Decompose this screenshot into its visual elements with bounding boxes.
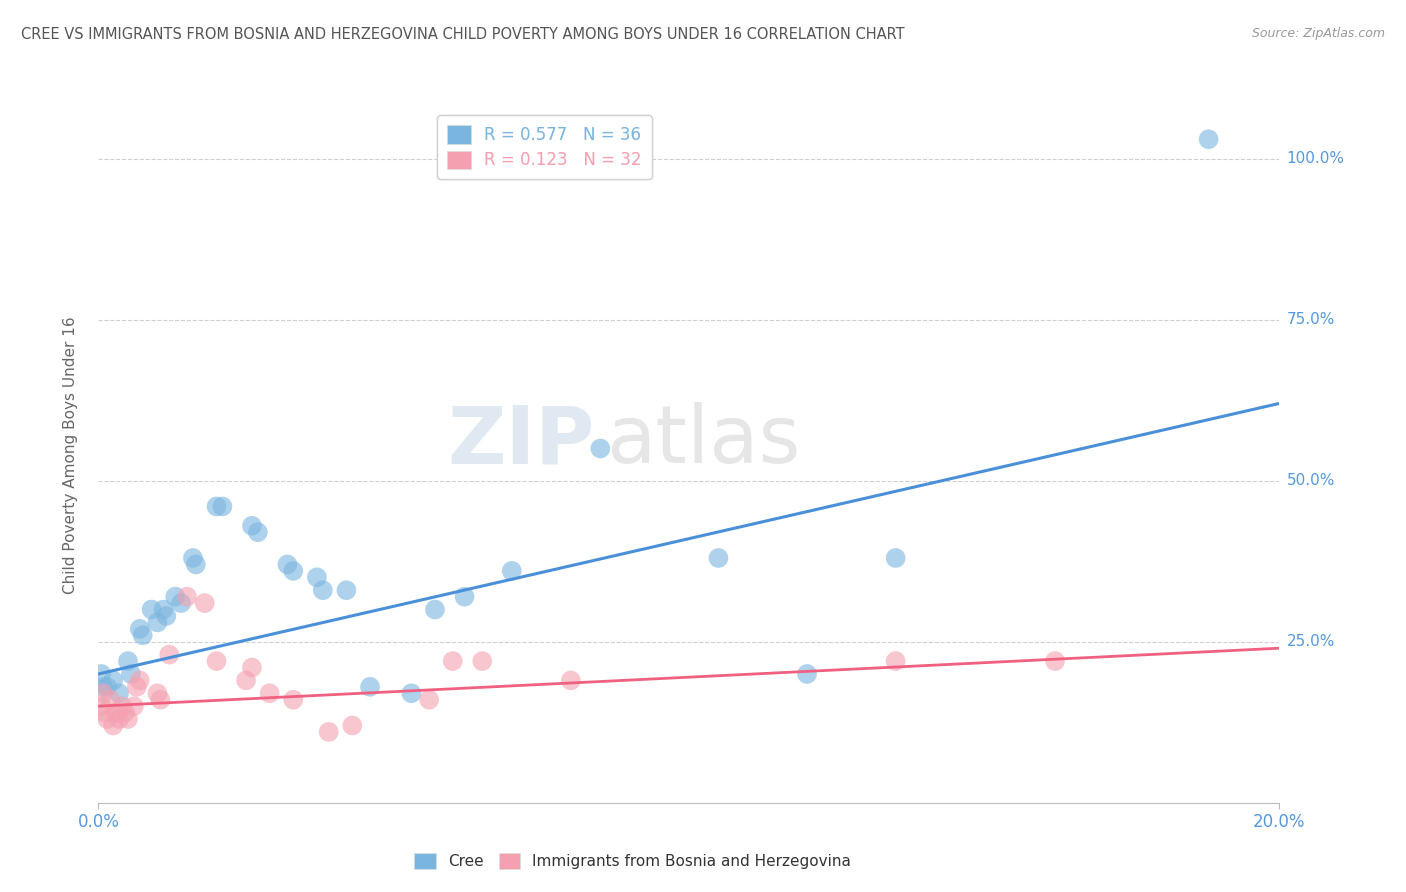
- Point: [105, 706, 128, 720]
- Point: [359, 680, 381, 694]
- Point: [423, 602, 446, 616]
- Point: [108, 712, 131, 726]
- Point: [342, 718, 364, 732]
- Point: [884, 551, 907, 566]
- Point: [117, 654, 139, 668]
- Point: [165, 590, 187, 604]
- Point: [120, 667, 142, 681]
- Point: [146, 615, 169, 630]
- Point: [1043, 654, 1066, 668]
- Point: [170, 596, 193, 610]
- Text: 50.0%: 50.0%: [1286, 473, 1334, 488]
- Point: [276, 558, 298, 572]
- Point: [205, 654, 228, 668]
- Point: [128, 673, 150, 688]
- Point: [1198, 132, 1220, 146]
- Point: [235, 673, 257, 688]
- Point: [98, 692, 121, 706]
- Point: [211, 500, 233, 514]
- Point: [157, 648, 180, 662]
- Point: [96, 680, 118, 694]
- Y-axis label: Child Poverty Among Boys Under 16: Child Poverty Among Boys Under 16: [63, 316, 77, 594]
- Point: [884, 654, 907, 668]
- Text: CREE VS IMMIGRANTS FROM BOSNIA AND HERZEGOVINA CHILD POVERTY AMONG BOYS UNDER 16: CREE VS IMMIGRANTS FROM BOSNIA AND HERZE…: [21, 27, 904, 42]
- Point: [246, 525, 269, 540]
- Text: ZIP: ZIP: [447, 402, 595, 480]
- Point: [707, 551, 730, 566]
- Point: [141, 602, 163, 616]
- Point: [305, 570, 328, 584]
- Point: [796, 667, 818, 681]
- Legend: Cree, Immigrants from Bosnia and Herzegovina: Cree, Immigrants from Bosnia and Herzego…: [408, 847, 858, 875]
- Point: [90, 699, 112, 714]
- Text: 25.0%: 25.0%: [1286, 634, 1334, 649]
- Point: [240, 518, 263, 533]
- Point: [114, 706, 136, 720]
- Point: [93, 706, 115, 720]
- Point: [90, 667, 112, 681]
- Point: [194, 596, 217, 610]
- Point: [471, 654, 494, 668]
- Point: [132, 628, 155, 642]
- Legend: R = 0.577   N = 36, R = 0.123   N = 32: R = 0.577 N = 36, R = 0.123 N = 32: [437, 115, 651, 179]
- Text: Source: ZipAtlas.com: Source: ZipAtlas.com: [1251, 27, 1385, 40]
- Point: [91, 686, 114, 700]
- Point: [96, 712, 118, 726]
- Point: [441, 654, 464, 668]
- Point: [418, 692, 440, 706]
- Point: [155, 609, 177, 624]
- Point: [128, 622, 150, 636]
- Point: [205, 500, 228, 514]
- Text: 75.0%: 75.0%: [1286, 312, 1334, 327]
- Point: [122, 699, 145, 714]
- Point: [312, 583, 335, 598]
- Point: [335, 583, 357, 598]
- Point: [117, 712, 139, 726]
- Text: atlas: atlas: [606, 402, 800, 480]
- Point: [560, 673, 582, 688]
- Point: [176, 590, 198, 604]
- Point: [108, 686, 131, 700]
- Point: [283, 692, 305, 706]
- Point: [501, 564, 523, 578]
- Point: [103, 718, 125, 732]
- Point: [146, 686, 169, 700]
- Point: [184, 558, 207, 572]
- Point: [125, 680, 148, 694]
- Point: [259, 686, 281, 700]
- Point: [152, 602, 174, 616]
- Point: [240, 660, 263, 674]
- Text: 100.0%: 100.0%: [1286, 151, 1344, 166]
- Point: [111, 699, 134, 714]
- Point: [453, 590, 475, 604]
- Point: [149, 692, 172, 706]
- Point: [401, 686, 423, 700]
- Point: [318, 725, 340, 739]
- Point: [181, 551, 204, 566]
- Point: [103, 673, 125, 688]
- Point: [589, 442, 612, 456]
- Point: [91, 680, 114, 694]
- Point: [283, 564, 305, 578]
